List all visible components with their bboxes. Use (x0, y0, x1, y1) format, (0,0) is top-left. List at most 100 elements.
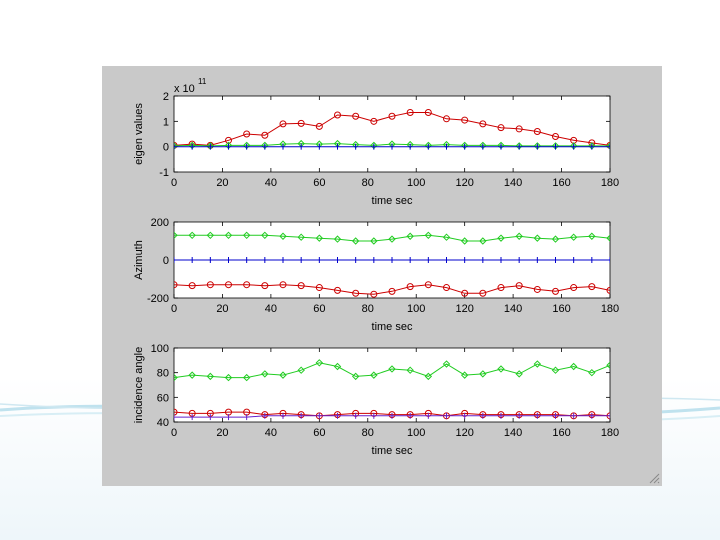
data-point (188, 231, 196, 240)
x-tick-label: 160 (552, 177, 570, 189)
y-tick-label: 1 (163, 116, 169, 128)
x-tick-label: 140 (504, 427, 522, 439)
data-point (174, 142, 178, 150)
data-point (479, 370, 487, 378)
x-tick-label: 100 (407, 427, 425, 439)
x-tick-label: 80 (362, 427, 374, 439)
data-point (224, 373, 233, 382)
data-point (479, 120, 487, 128)
data-point (315, 122, 323, 130)
data-point (606, 286, 610, 294)
data-point (351, 372, 360, 381)
data-point (515, 232, 523, 240)
data-point (388, 365, 396, 373)
y-tick-label: -200 (147, 293, 169, 305)
series-line (174, 284, 610, 295)
data-point (174, 231, 178, 240)
data-point (388, 235, 396, 243)
data-point (388, 112, 396, 120)
data-point (588, 368, 596, 377)
data-point (243, 130, 251, 138)
data-point (188, 282, 196, 290)
data-point (351, 237, 360, 245)
x-tick-label: 180 (601, 427, 619, 439)
x-tick-label: 100 (407, 303, 425, 315)
data-point (174, 281, 178, 289)
x-tick-label: 60 (313, 303, 325, 315)
data-point (443, 284, 450, 292)
y-axis-label: eigen values (133, 103, 145, 165)
series-line (174, 112, 610, 146)
x-tick-label: 20 (216, 427, 228, 439)
y-tick-label: 100 (151, 343, 169, 355)
data-point (461, 289, 469, 297)
data-point (606, 142, 610, 150)
data-point (460, 371, 469, 379)
x-tick-label: 180 (601, 303, 619, 315)
data-point (261, 282, 269, 290)
data-point (551, 235, 560, 243)
subplot-incidence: 0 20 40 60 80 100 120 140 160 180 40 60 80 100 time se… (133, 343, 619, 457)
y-tick-label: 2 (163, 91, 169, 103)
x-tick-label: 20 (216, 303, 228, 315)
x-tick-label: 140 (504, 303, 522, 315)
y-tick-label: 40 (157, 417, 169, 429)
data-point (242, 373, 251, 382)
data-point (497, 234, 505, 242)
data-point (443, 115, 450, 123)
x-tick-label: 80 (362, 177, 374, 189)
data-point (606, 234, 610, 242)
data-point (297, 233, 305, 241)
data-point (279, 281, 287, 289)
data-point (188, 371, 196, 379)
x-tick-label: 160 (552, 427, 570, 439)
x-axis-label: time sec (372, 445, 413, 457)
x-tick-label: 160 (552, 303, 570, 315)
data-point (497, 124, 505, 132)
data-point (315, 234, 324, 242)
y-tick-label: 0 (163, 142, 169, 154)
data-point (206, 372, 215, 381)
data-point (461, 116, 469, 124)
y-axis-label: Azimuth (133, 240, 145, 280)
chart-area: 0 20 40 60 80 100 120 140 160 180 -1 0 1 2 time sec eig… (133, 77, 619, 457)
x-tick-label: 40 (265, 303, 277, 315)
x-tick-label: 20 (216, 177, 228, 189)
x-tick-label: 0 (171, 303, 177, 315)
x-tick-label: 120 (455, 303, 473, 315)
y-tick-label: 200 (151, 217, 169, 229)
data-point (569, 233, 578, 241)
data-point (352, 112, 360, 120)
y-axis-label: incidence angle (133, 347, 145, 423)
x-tick-label: 80 (362, 303, 374, 315)
y-tick-label: 80 (157, 368, 169, 380)
data-point (406, 232, 414, 240)
data-point (406, 108, 414, 116)
y-tick-label: -1 (159, 167, 169, 179)
data-point (515, 125, 523, 133)
data-point (224, 231, 233, 240)
data-point (315, 284, 323, 292)
series-incidence-3 (174, 412, 610, 421)
series-azimuth-3 (174, 281, 610, 298)
data-point (406, 283, 414, 291)
x-axis-label: time sec (372, 195, 413, 207)
data-point (551, 366, 560, 374)
data-point (206, 231, 215, 240)
data-point (497, 365, 505, 373)
data-point (552, 133, 559, 141)
data-point (174, 373, 178, 382)
series-incidence-1 (174, 359, 610, 382)
series-azimuth-2 (174, 257, 610, 263)
data-point (424, 231, 433, 240)
plot-area-incidence (173, 347, 611, 423)
data-point (588, 232, 596, 240)
data-point (533, 285, 541, 293)
resize-grip-icon[interactable] (648, 472, 660, 484)
y-tick-label: 0 (163, 255, 169, 267)
data-point (424, 372, 433, 381)
data-point (334, 286, 341, 294)
data-point (370, 117, 378, 125)
